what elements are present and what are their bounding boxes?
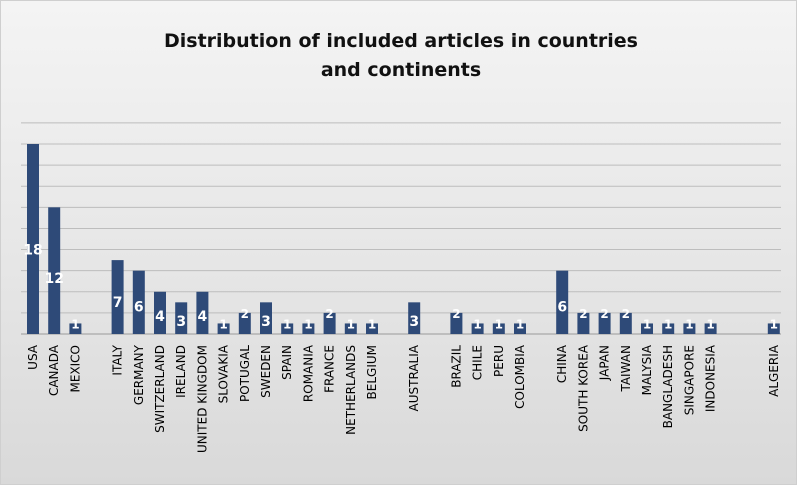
bar-australia	[408, 302, 421, 334]
bar-chile	[471, 323, 484, 334]
bar-usa	[27, 144, 39, 334]
category-label-italy: ITALY	[111, 344, 125, 375]
category-label-united-kingdom: UNITED KINGDOM	[195, 345, 209, 453]
category-label-romania: ROMANIA	[301, 344, 315, 402]
data-label-germany: 6	[134, 300, 144, 316]
bar-malysia	[641, 323, 653, 334]
category-label-brazil: BRAZIL	[449, 345, 463, 388]
category-label-netherlands: NETHERLANDS	[344, 345, 358, 435]
data-label-peru: 1	[495, 317, 503, 331]
data-label-taiwan: 2	[622, 307, 630, 321]
data-label-netherlands: 1	[347, 317, 355, 331]
bar-italy	[111, 260, 124, 334]
category-label-mexico: MEXICO	[68, 345, 82, 393]
category-label-algeria: ALGERIA	[767, 344, 781, 397]
category-label-japan: JAPAN	[598, 345, 612, 381]
data-label-canada: 12	[44, 271, 63, 287]
data-label-slovakia: 1	[219, 317, 227, 331]
data-label-usa: 18	[23, 243, 42, 259]
data-label-chile: 1	[473, 317, 481, 331]
category-label-switzerland: SWITZERLAND	[153, 345, 167, 433]
data-label-romania: 1	[304, 317, 312, 331]
bar-france	[323, 312, 336, 334]
bar-belgium	[366, 323, 378, 334]
data-label-mexico: 1	[71, 317, 79, 331]
data-label-malysia: 1	[643, 317, 651, 331]
category-label-germany: GERMANY	[132, 344, 146, 405]
bar-indonesia	[704, 323, 717, 334]
bar-canada	[48, 207, 61, 334]
data-label-sweden: 3	[261, 314, 271, 330]
category-label-chile: CHILE	[471, 345, 485, 380]
bar-china	[556, 270, 569, 334]
category-label-taiwan: TAIWAN	[619, 345, 633, 393]
data-label-china: 6	[557, 300, 567, 316]
category-label-indonesia: INDONESIA	[704, 344, 718, 412]
bar-slovakia	[217, 323, 230, 334]
category-label-slovakia: SLOVAKIA	[217, 344, 231, 403]
bar-peru	[492, 323, 505, 334]
bar-romania	[302, 323, 315, 334]
bar-netherlands	[344, 323, 357, 334]
category-label-australia: AUSTRALIA	[407, 344, 421, 411]
category-label-malysia: MALYSIA	[640, 344, 654, 395]
chart-title-line-2: and continents	[320, 59, 482, 81]
category-label-ireland: IRELAND	[174, 345, 188, 398]
bar-united-kingdom	[196, 291, 209, 334]
bars	[27, 144, 780, 334]
bar-colombia	[514, 323, 526, 334]
x-axis: USA CANADA MEXICO ITALY GERMANY SWITZERLAND IR…	[26, 344, 781, 453]
category-label-spain: SPAIN	[280, 345, 294, 380]
bar-bangladesh	[662, 323, 675, 334]
category-label-sweden: SWEDEN	[259, 345, 273, 398]
bar-spain	[281, 323, 294, 334]
bar-south-korea	[577, 312, 590, 334]
bar-brazil	[450, 312, 463, 334]
category-label-potugal: POTUGAL	[238, 345, 252, 402]
category-label-peru: PERU	[492, 345, 506, 377]
data-label-france: 2	[325, 307, 333, 321]
bar-ireland	[175, 302, 188, 334]
bar-sweden	[260, 302, 272, 334]
data-label-japan: 2	[600, 307, 608, 321]
bar-singapore	[683, 323, 696, 334]
data-label-switzerland: 4	[155, 309, 165, 325]
data-label-colombia: 1	[516, 317, 524, 331]
data-label-singapore: 1	[685, 317, 693, 331]
chart-title: Distribution of included articles in cou…	[121, 27, 681, 85]
data-label-italy: 7	[113, 295, 123, 311]
data-label-south-korea: 2	[579, 307, 587, 321]
bar-potugal	[238, 312, 251, 334]
data-label-spain: 1	[283, 317, 291, 331]
category-label-south-korea: SOUTH KOREA	[576, 344, 590, 432]
category-label-usa: USA	[26, 344, 40, 370]
data-label-algeria: 1	[770, 317, 778, 331]
bar-switzerland	[154, 291, 166, 334]
data-label-potugal: 2	[241, 307, 249, 321]
data-label-bangladesh: 1	[664, 317, 672, 331]
data-label-australia: 3	[409, 314, 419, 330]
bar-taiwan	[619, 312, 632, 334]
data-label-united-kingdom: 4	[198, 309, 208, 325]
category-label-singapore: SINGAPORE	[682, 345, 696, 415]
bar-germany	[132, 270, 145, 334]
data-label-ireland: 3	[176, 314, 186, 330]
category-label-france: FRANCE	[323, 345, 337, 393]
data-label-indonesia: 1	[706, 317, 714, 331]
chart-title-line-1: Distribution of included articles in cou…	[163, 30, 638, 52]
category-label-canada: CANADA	[47, 344, 61, 396]
gridlines	[21, 122, 781, 335]
category-label-bangladesh: BANGLADESH	[661, 345, 675, 428]
data-label-brazil: 2	[452, 307, 460, 321]
bar-mexico	[69, 323, 82, 334]
bar-japan	[598, 312, 611, 334]
bar-algeria	[767, 323, 780, 334]
category-label-belgium: BELGIUM	[365, 345, 379, 399]
data-label-belgium: 1	[368, 317, 376, 331]
category-label-china: CHINA	[555, 344, 569, 383]
category-label-colombia: COLOMBIA	[513, 344, 527, 409]
